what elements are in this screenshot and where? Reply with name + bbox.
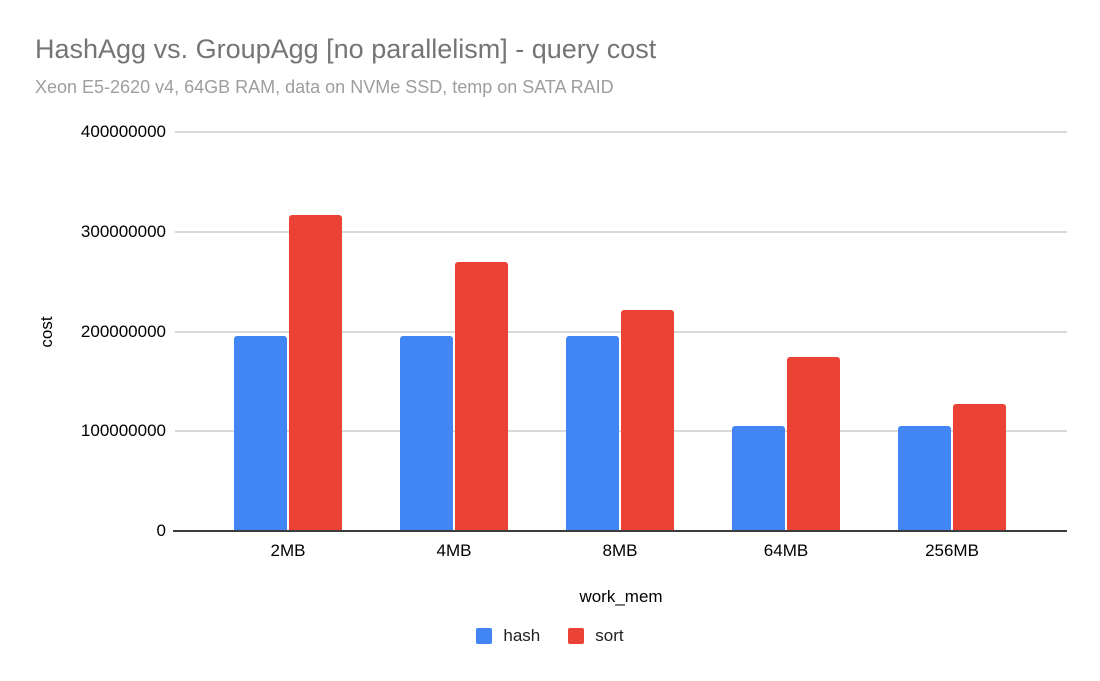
gridline-400000000: [175, 131, 1067, 133]
y-tick-label: 0: [156, 521, 166, 540]
bar-sort-4MB: [455, 261, 508, 531]
x-axis-title: work_mem: [579, 587, 663, 606]
chart-title: HashAgg vs. GroupAgg [no parallelism] - …: [35, 34, 657, 64]
legend-swatch-hash: [476, 628, 493, 644]
x-axis-baseline: [173, 530, 1067, 532]
y-tick-label: 300000000: [80, 221, 166, 241]
bar-sort-64MB: [787, 357, 840, 531]
x-tick-label-256MB: 256MB: [925, 541, 979, 560]
y-tick-label: 100000000: [80, 421, 166, 441]
bar-sort-8MB: [621, 309, 674, 531]
x-tick-label-2MB: 2MB: [270, 541, 306, 560]
gridline-300000000: [175, 230, 1067, 233]
y-tick-label: 400000000: [80, 122, 166, 141]
legend-item-hash: hash: [476, 626, 540, 646]
bar-hash-2MB: [234, 335, 287, 531]
legend-label-hash: hash: [503, 626, 541, 645]
bar-hash-64MB: [732, 426, 785, 531]
bar-hash-8MB: [566, 335, 619, 531]
x-tick-label-4MB: 4MB: [436, 541, 472, 560]
bar-hash-256MB: [898, 426, 951, 531]
chart-subtitle: Xeon E5-2620 v4, 64GB RAM, data on NVMe …: [35, 77, 614, 97]
legend-swatch-sort: [568, 628, 585, 644]
bar-hash-4MB: [400, 335, 453, 531]
legend-item-sort: sort: [568, 626, 624, 646]
x-tick-label-64MB: 64MB: [763, 541, 809, 560]
bar-sort-256MB: [953, 404, 1006, 531]
y-tick-label: 200000000: [80, 321, 166, 341]
plot-area: [175, 131, 1067, 531]
bar-sort-2MB: [289, 214, 342, 531]
x-tick-label-8MB: 8MB: [602, 541, 638, 560]
legend-label-sort: sort: [595, 626, 624, 645]
legend: hash sort: [0, 626, 1100, 646]
